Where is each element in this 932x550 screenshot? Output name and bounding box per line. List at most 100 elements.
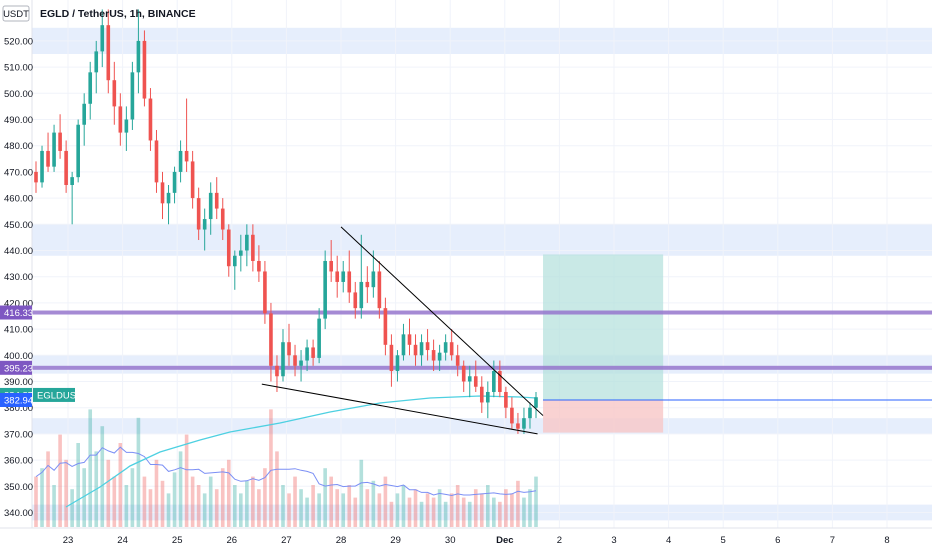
- volume-bar-44: [299, 489, 303, 527]
- volume-bar-17: [136, 417, 141, 527]
- volume-bar-40: [275, 451, 279, 527]
- volume-bar-61: [401, 485, 406, 527]
- candle-body-29: [208, 192, 213, 220]
- volume-bar-48: [323, 468, 327, 527]
- volume-bar-65: [425, 493, 430, 527]
- chart-title: EGLD / TetherUS, 1h, BINANCE: [40, 8, 196, 20]
- candle-body-65: [425, 342, 430, 351]
- volume-bar-45: [305, 497, 309, 527]
- candle-body-57: [377, 271, 382, 309]
- stop-zone: [543, 399, 664, 433]
- price-axis-background: [0, 0, 32, 550]
- volume-bar-29: [208, 476, 213, 527]
- volume-bar-23: [172, 472, 177, 527]
- price-tick-2: 360.00: [4, 456, 33, 467]
- time-axis[interactable]: 23 24 25 26 27 28 29 30 Dec 2 3 4 5 6 7 8: [63, 535, 890, 546]
- volume-bar-7: [76, 443, 80, 527]
- candle-body-60: [395, 355, 400, 372]
- candle-body-73: [473, 376, 478, 387]
- symbol-badge: [33, 387, 75, 402]
- time-tick-11: 4: [666, 535, 671, 546]
- volume-bar-81: [522, 497, 526, 527]
- volume-bar-22: [166, 493, 171, 527]
- price-badge-3: [0, 392, 32, 407]
- candle-body-14: [118, 106, 123, 133]
- price-tick-8: 420.00: [4, 298, 33, 309]
- volume-bar-54: [359, 459, 364, 527]
- candle-body-71: [461, 365, 466, 382]
- volume-bar-26: [190, 476, 195, 527]
- volume-bar-42: [287, 493, 291, 527]
- price-badge-1: [0, 360, 32, 375]
- volume-bar-79: [510, 493, 514, 527]
- volume-bar-49: [329, 476, 333, 527]
- grid-lines: [32, 0, 932, 528]
- volume-bar-25: [184, 434, 189, 527]
- volume-bar-30: [214, 489, 219, 527]
- volume-moving-average: [35, 446, 537, 497]
- candle-body-38: [263, 271, 267, 314]
- price-tick-13: 470.00: [4, 167, 33, 178]
- wedge-trendlines[interactable]: [261, 226, 544, 435]
- volume-bar-47: [317, 493, 321, 527]
- candle-body-20: [154, 140, 159, 183]
- volume-bar-67: [437, 489, 442, 527]
- time-tick-1: 24: [117, 535, 128, 546]
- currency-badge[interactable]: [2, 5, 30, 22]
- price-badge-label-0: 416.33: [4, 308, 33, 319]
- candle-body-51: [341, 271, 346, 282]
- candle-body-68: [443, 342, 448, 353]
- time-tick-7: 30: [445, 535, 456, 546]
- candle-body-46: [311, 347, 315, 358]
- price-tick-9: 430.00: [4, 272, 33, 283]
- volume-bar-18: [142, 476, 147, 527]
- volume-bar-58: [383, 476, 388, 527]
- candle-body-50: [335, 271, 340, 282]
- candle-body-56: [371, 271, 376, 288]
- candle-body-31: [220, 208, 225, 230]
- candle-body-0: [34, 171, 38, 183]
- price-tick-4: 380.00: [4, 403, 33, 414]
- candle-body-4: [58, 132, 62, 151]
- volume-bar-80: [516, 480, 520, 527]
- volume-bar-64: [419, 501, 424, 527]
- candle-body-5: [64, 150, 68, 185]
- candle-body-66: [431, 350, 436, 361]
- candle-body-11: [100, 25, 105, 52]
- candle-body-47: [317, 318, 321, 358]
- volume-bar-36: [251, 476, 255, 527]
- volume-bar-41: [281, 485, 285, 527]
- price-tick-16: 500.00: [4, 89, 33, 100]
- volume-bar-27: [196, 485, 201, 527]
- price-tick-5: 390.00: [4, 377, 33, 388]
- long-position-tool[interactable]: [543, 254, 932, 433]
- price-tick-11: 450.00: [4, 220, 33, 231]
- candle-body-33: [232, 255, 237, 267]
- candle-body-26: [190, 161, 195, 199]
- candle-body-62: [407, 334, 412, 345]
- volume-bar-21: [160, 480, 165, 527]
- volume-bar-76: [492, 497, 496, 527]
- candle-body-80: [516, 423, 520, 429]
- candlesticks: [34, 9, 538, 434]
- time-tick-5: 28: [336, 535, 347, 546]
- candle-body-58: [383, 308, 388, 345]
- price-axis[interactable]: 340.00 350.00 360.00 370.00 380.00 390.00 400.…: [4, 36, 33, 519]
- candle-body-36: [251, 234, 255, 261]
- candle-body-17: [136, 40, 141, 73]
- volume-bar-55: [365, 489, 370, 527]
- candle-body-83: [534, 397, 538, 408]
- volume-bar-77: [498, 501, 502, 527]
- horizontal-levels: [32, 310, 932, 370]
- candle-body-18: [142, 40, 147, 99]
- candle-body-12: [106, 25, 111, 81]
- candle-body-49: [329, 260, 333, 272]
- candle-body-82: [528, 407, 532, 419]
- volume-bar-1: [40, 468, 44, 527]
- price-tick-0: 340.00: [4, 508, 33, 519]
- candle-body-32: [226, 229, 231, 267]
- candle-body-74: [479, 386, 484, 403]
- volume-bar-53: [353, 497, 358, 527]
